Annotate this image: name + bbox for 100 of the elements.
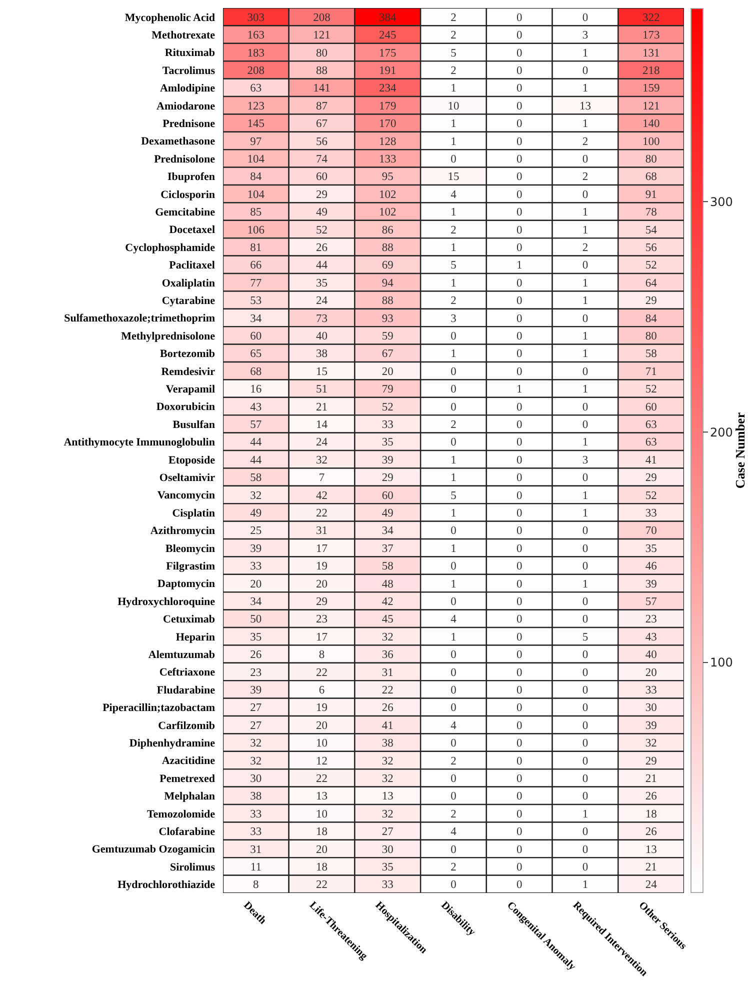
data-label: 31: [316, 525, 328, 538]
data-label: 52: [645, 490, 658, 502]
data-label: 30: [250, 772, 262, 785]
data-label: 43: [250, 401, 262, 414]
data-label: 97: [250, 136, 262, 148]
data-label: 1: [582, 507, 588, 520]
data-label: 18: [645, 808, 658, 820]
data-label: 0: [516, 808, 522, 820]
data-label: 14: [316, 418, 328, 431]
data-label: 0: [582, 649, 588, 662]
data-label: 65: [250, 348, 262, 360]
data-label: 0: [582, 772, 588, 785]
data-label: 0: [450, 666, 457, 679]
data-label: 36: [382, 649, 394, 662]
y-tick-label: Azithromycin: [150, 525, 215, 538]
data-label: 121: [313, 30, 331, 42]
data-label: 44: [316, 260, 328, 272]
data-label: 34: [250, 596, 262, 608]
y-tick-label: Doxorubicin: [156, 401, 215, 414]
data-label: 38: [316, 348, 328, 360]
data-label: 102: [379, 206, 397, 219]
data-label: 0: [582, 844, 588, 856]
data-label: 0: [516, 47, 522, 60]
data-label: 94: [382, 277, 394, 290]
data-label: 1: [582, 330, 588, 342]
data-label: 141: [313, 82, 331, 95]
data-label: 17: [316, 631, 328, 644]
data-label: 2: [582, 242, 588, 254]
data-label: 0: [582, 720, 588, 732]
data-label: 44: [250, 436, 262, 449]
y-tick-label: Piperacillin;tazobactam: [102, 702, 215, 714]
data-label: 1: [450, 542, 457, 555]
data-label: 0: [516, 242, 522, 254]
y-tick-label: Etoposide: [168, 454, 216, 466]
data-label: 0: [516, 454, 522, 466]
data-label: 84: [250, 171, 262, 184]
data-label: 10: [316, 738, 328, 750]
data-label: 10: [448, 100, 460, 112]
data-label: 22: [382, 684, 394, 696]
data-label: 54: [645, 224, 658, 236]
data-label: 22: [316, 772, 328, 785]
data-label: 38: [250, 790, 262, 803]
y-tick-label: Dexamethasone: [141, 136, 216, 148]
data-label: 51: [316, 384, 328, 396]
data-label: 0: [516, 879, 522, 892]
data-label: 71: [645, 366, 658, 378]
data-label: 32: [382, 755, 394, 768]
data-label: 1: [450, 118, 457, 130]
color-bar-title: Case Number: [732, 412, 748, 489]
data-label: 128: [379, 136, 397, 148]
data-label: 1: [582, 348, 588, 360]
data-label: 84: [645, 312, 658, 325]
data-label: 11: [250, 861, 262, 874]
data-label: 0: [516, 666, 522, 679]
data-label: 4: [450, 826, 457, 838]
y-tick-label: Amlodipine: [160, 82, 216, 95]
data-label: 0: [450, 702, 457, 714]
data-label: 0: [450, 384, 457, 396]
data-label: 0: [516, 277, 522, 290]
y-tick-label: Cytarabine: [162, 294, 216, 307]
data-label: 102: [379, 188, 397, 201]
data-label: 70: [645, 525, 658, 538]
data-label: 183: [247, 47, 265, 60]
data-label: 29: [316, 188, 328, 201]
data-label: 0: [516, 649, 522, 662]
y-tick-label: Vancomycin: [157, 490, 215, 502]
data-label: 6: [318, 684, 325, 696]
data-label: 33: [250, 826, 262, 838]
data-label: 0: [582, 12, 588, 24]
data-label: 26: [382, 702, 394, 714]
data-label: 23: [645, 614, 658, 626]
data-label: 73: [316, 312, 328, 325]
data-label: 22: [316, 666, 328, 679]
data-label: 29: [645, 472, 658, 484]
data-label: 33: [645, 507, 658, 520]
data-label: 68: [250, 366, 262, 378]
data-label: 106: [247, 224, 265, 236]
data-label: 1: [582, 82, 588, 95]
data-label: 52: [645, 384, 658, 396]
data-label: 32: [382, 631, 394, 644]
data-label: 44: [250, 454, 262, 466]
data-label: 1: [582, 384, 588, 396]
data-label: 30: [382, 844, 394, 856]
data-label: 0: [582, 560, 588, 573]
data-label: 0: [582, 738, 588, 750]
data-label: 26: [645, 826, 658, 838]
data-label: 60: [382, 490, 394, 502]
data-label: 1: [582, 118, 588, 130]
data-label: 35: [250, 631, 262, 644]
y-tick-label: Cetuximab: [163, 614, 215, 626]
color-bar-label: 100: [710, 656, 733, 670]
data-label: 41: [382, 720, 394, 732]
data-label: 0: [516, 436, 522, 449]
y-tick-label: Remdesivir: [161, 366, 216, 378]
color-bar-label: 300: [710, 194, 733, 209]
data-label: 13: [382, 790, 394, 803]
data-label: 8: [318, 649, 325, 662]
data-label: 48: [382, 578, 394, 590]
y-tick-label: Hydroxychloroquine: [118, 596, 216, 608]
data-label: 38: [382, 738, 394, 750]
